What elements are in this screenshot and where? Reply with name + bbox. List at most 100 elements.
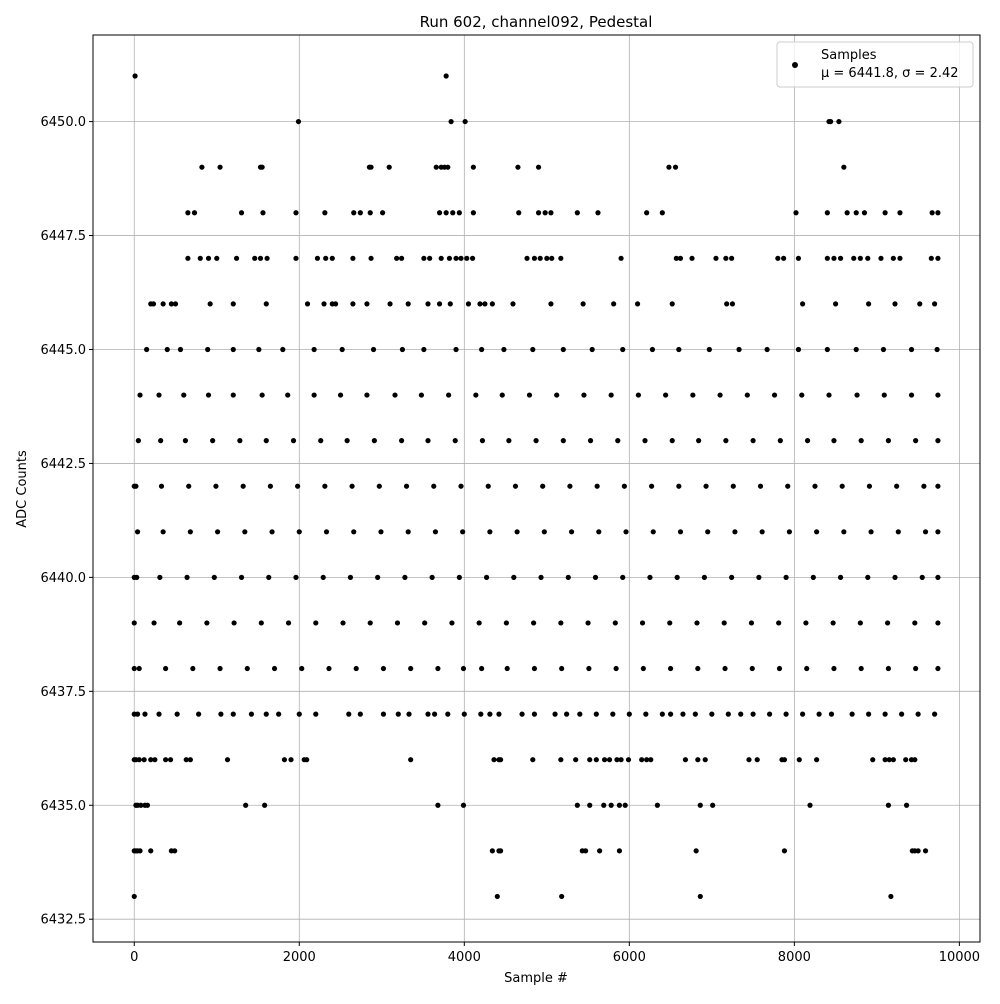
data-point — [259, 164, 265, 170]
legend-stats: μ = 6441.8, σ = 2.42 — [821, 66, 959, 81]
data-point — [766, 711, 773, 717]
data-point — [620, 346, 626, 353]
data-point — [378, 529, 384, 535]
data-point — [501, 346, 507, 353]
data-point — [264, 255, 270, 261]
data-point — [841, 529, 847, 535]
data-point — [596, 529, 602, 535]
data-point — [935, 483, 941, 489]
data-point — [357, 210, 363, 216]
data-point — [187, 529, 193, 535]
data-point — [425, 301, 431, 307]
data-point — [368, 164, 374, 170]
data-point — [394, 255, 400, 261]
data-point — [214, 255, 220, 261]
data-point — [237, 438, 243, 444]
data-point — [476, 620, 482, 626]
data-point — [919, 574, 925, 580]
data-point — [724, 301, 730, 307]
data-point — [915, 711, 921, 717]
data-points — [131, 73, 941, 900]
data-point — [210, 438, 216, 444]
data-point — [606, 757, 613, 763]
data-point — [581, 392, 587, 398]
data-point — [558, 757, 564, 763]
data-point — [897, 210, 903, 216]
data-point — [260, 210, 266, 216]
data-point — [826, 392, 832, 398]
data-point — [515, 164, 521, 170]
data-point — [812, 483, 818, 489]
y-tick-label: 6437.5 — [41, 685, 87, 700]
data-point — [858, 438, 864, 444]
data-point — [703, 483, 709, 489]
data-point — [908, 346, 915, 353]
data-point — [676, 346, 682, 353]
data-point — [177, 346, 184, 353]
data-point — [403, 483, 410, 489]
data-point — [620, 574, 626, 580]
data-point — [837, 574, 844, 580]
data-point — [163, 757, 169, 763]
data-point — [694, 620, 700, 626]
data-point — [892, 574, 898, 580]
data-point — [730, 483, 736, 489]
data-point — [304, 301, 311, 307]
data-point — [262, 802, 268, 808]
data-point — [804, 665, 810, 672]
data-point — [899, 711, 905, 717]
data-point — [320, 574, 326, 580]
data-point — [729, 255, 735, 261]
data-point — [844, 210, 850, 216]
data-point — [552, 711, 558, 717]
data-point — [593, 711, 599, 717]
data-point — [723, 438, 729, 444]
data-point — [364, 392, 370, 398]
data-point — [885, 438, 892, 444]
data-point — [935, 574, 941, 580]
data-point — [418, 392, 424, 398]
data-point — [134, 711, 141, 717]
data-point — [531, 665, 538, 672]
data-point — [649, 346, 656, 353]
data-point — [777, 438, 783, 444]
data-point — [470, 164, 476, 170]
data-point — [853, 346, 859, 353]
data-point — [443, 73, 449, 79]
data-point — [738, 711, 744, 717]
data-point — [932, 711, 938, 717]
data-point — [828, 711, 835, 717]
data-point — [702, 757, 708, 763]
data-point — [230, 392, 236, 398]
data-point — [854, 392, 860, 398]
data-point — [544, 255, 550, 261]
data-point — [853, 210, 859, 216]
data-point — [912, 620, 918, 626]
data-point — [830, 620, 836, 626]
legend-series-name: Samples — [821, 48, 877, 63]
data-point — [601, 757, 608, 763]
data-point — [263, 711, 269, 717]
data-point — [326, 665, 332, 672]
data-point — [131, 665, 137, 672]
data-point — [134, 574, 140, 580]
data-point — [142, 711, 148, 717]
data-point — [921, 483, 927, 489]
data-point — [622, 802, 628, 808]
data-point — [697, 802, 703, 808]
data-point — [349, 483, 355, 489]
data-point — [460, 529, 466, 535]
data-point — [756, 574, 762, 580]
x-tick-label: 6000 — [613, 950, 646, 965]
data-point — [915, 848, 921, 854]
data-point — [231, 620, 237, 626]
data-point — [672, 164, 679, 170]
data-point — [585, 620, 591, 626]
data-point — [191, 210, 198, 216]
data-point — [554, 392, 560, 398]
data-point — [935, 665, 941, 672]
data-point — [269, 529, 275, 535]
data-point — [610, 711, 616, 717]
data-point — [912, 757, 918, 763]
data-point — [323, 255, 329, 261]
